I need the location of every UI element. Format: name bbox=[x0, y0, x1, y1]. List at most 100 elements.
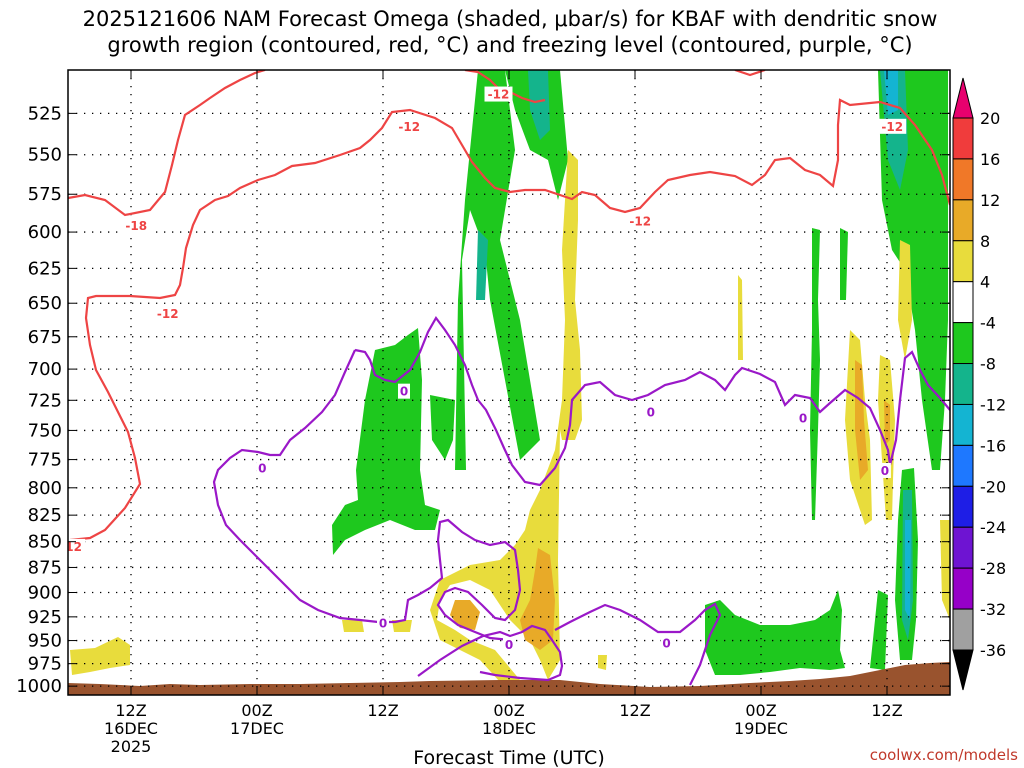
y-tick-label: 600 bbox=[28, 222, 62, 243]
omega-yellow-region bbox=[70, 637, 130, 675]
colorbar-label: -4 bbox=[980, 314, 996, 333]
snow-growth-contour bbox=[69, 98, 950, 542]
omega-green-region bbox=[705, 590, 845, 675]
x-tick-label: 12Z bbox=[871, 701, 902, 720]
omega-cyan-region bbox=[476, 230, 488, 300]
contour-label-freezing: 0 bbox=[647, 405, 655, 419]
colorbar-label: 20 bbox=[980, 109, 1000, 128]
y-tick-label: 950 bbox=[28, 631, 62, 652]
colorbar-swatch bbox=[952, 240, 974, 283]
x-tick-date: 17DEC bbox=[230, 719, 284, 738]
y-tick-label: 700 bbox=[28, 359, 62, 380]
omega-yellow-region bbox=[738, 275, 743, 360]
omega-blue-region bbox=[905, 520, 911, 620]
contour-label-snow_growth: -12 bbox=[157, 307, 179, 321]
y-tick-label: 825 bbox=[28, 505, 62, 526]
colorbar-label: -24 bbox=[980, 518, 1006, 537]
y-tick-label: 550 bbox=[28, 145, 62, 166]
colorbar-swatch bbox=[952, 526, 974, 569]
x-tick-label: 00Z bbox=[241, 701, 272, 720]
colorbar-swatch bbox=[952, 485, 974, 528]
contour-label-freezing: 0 bbox=[505, 638, 513, 652]
snow-growth-contour bbox=[68, 70, 266, 217]
omega-green-region bbox=[870, 590, 888, 670]
x-tick-date: 19DEC bbox=[734, 719, 788, 738]
omega-orange-region bbox=[450, 600, 480, 630]
y-tick-label: 875 bbox=[28, 557, 62, 578]
y-tick-label: 725 bbox=[28, 390, 62, 411]
omega-green-region bbox=[810, 228, 820, 520]
contour-label-bg bbox=[122, 218, 151, 234]
y-tick-label: 650 bbox=[28, 293, 62, 314]
freezing-contour bbox=[212, 349, 522, 642]
freezing-contour bbox=[354, 316, 950, 487]
snow-growth-contour bbox=[734, 70, 766, 77]
contour-label-bg bbox=[256, 460, 269, 476]
chart-title-line1: 2025121606 NAM Forecast Omega (shaded, μ… bbox=[83, 7, 938, 31]
contour-labels: -18 -12 -12 -12 -12 -12 -12 0 0 0 0 0 0 0 0 bbox=[68, 86, 907, 653]
omega-yellow-region bbox=[940, 520, 950, 620]
contour-label-snow_growth: -12 bbox=[488, 88, 510, 102]
contour-label-bg bbox=[395, 118, 424, 134]
y-tick-label: 675 bbox=[28, 327, 62, 348]
colorbar-label: -20 bbox=[980, 477, 1006, 496]
omega-orange-region bbox=[855, 360, 868, 480]
colorbar-label: 4 bbox=[980, 273, 990, 292]
omega-orange-region bbox=[520, 548, 555, 650]
colorbar-label: -36 bbox=[980, 641, 1006, 660]
colorbar-label: -16 bbox=[980, 436, 1006, 455]
colorbar-label: 8 bbox=[980, 232, 990, 251]
omega-green-region bbox=[332, 328, 440, 555]
y-axis: 525 550 575 600 625 650 675 700 725 750 775 800 825 8… bbox=[16, 103, 950, 697]
omega-yellow-region bbox=[392, 620, 412, 632]
y-tick-label: 1000 bbox=[16, 676, 62, 697]
contour-label-bg bbox=[398, 383, 410, 399]
colorbar-swatch bbox=[952, 281, 974, 324]
omega-yellow-region bbox=[342, 620, 364, 632]
contour-label-snow_growth: -12 bbox=[881, 120, 903, 134]
contour-label-bg bbox=[626, 213, 655, 229]
y-tick-label: 900 bbox=[28, 582, 62, 603]
colorbar-swatch bbox=[952, 403, 974, 446]
x-tick-label: 12Z bbox=[619, 701, 650, 720]
contour-label-bg bbox=[153, 306, 182, 322]
y-tick-label: 525 bbox=[28, 103, 62, 124]
omega-green-region bbox=[455, 70, 540, 470]
contour-label-freezing: 0 bbox=[400, 385, 408, 399]
y-tick-label: 575 bbox=[28, 184, 62, 205]
contour-label-bg bbox=[377, 615, 389, 631]
colorbar-swatch bbox=[952, 363, 974, 405]
x-tick-date: 18DEC bbox=[482, 719, 536, 738]
y-tick-label: 775 bbox=[28, 450, 62, 471]
x-axis-label: Forecast Time (UTC) bbox=[413, 747, 604, 768]
y-tick-label: 850 bbox=[28, 532, 62, 553]
freezing-contours bbox=[212, 316, 950, 686]
contour-label-snow_growth: -12 bbox=[629, 215, 651, 229]
contour-label-freezing: 0 bbox=[379, 617, 387, 631]
colorbar: 20 16 12 8 4 -4 -8 -12 -16 -20 -24 -28 -32 -36 bbox=[952, 77, 1006, 691]
plot-area: -18 -12 -12 -12 -12 -12 -12 0 0 0 0 0 0 0 0 bbox=[68, 70, 950, 695]
omega-yellow-region bbox=[898, 240, 912, 360]
y-tick-label: 925 bbox=[28, 607, 62, 628]
x-tick-label: 12Z bbox=[115, 701, 146, 720]
contour-label-bg bbox=[878, 462, 891, 478]
contour-label-freezing: 0 bbox=[799, 411, 807, 425]
contour-label-snow_growth: -18 bbox=[125, 219, 147, 233]
x-tick-date: 16DEC bbox=[104, 719, 158, 738]
colorbar-label: -12 bbox=[980, 395, 1006, 414]
terrain-fill bbox=[68, 662, 950, 695]
contour-label-bg bbox=[484, 86, 513, 102]
colorbar-bottom-triangle bbox=[952, 649, 974, 691]
omega-shading bbox=[70, 70, 950, 682]
colorbar-swatch bbox=[952, 322, 974, 365]
colorbar-swatch bbox=[952, 158, 974, 201]
colorbar-label: -32 bbox=[980, 600, 1006, 619]
freezing-contour bbox=[554, 602, 722, 686]
x-tick-year: 2025 bbox=[111, 737, 152, 756]
x-tick-label: 12Z bbox=[367, 701, 398, 720]
y-tick-label: 800 bbox=[28, 478, 62, 499]
contour-label-freezing: 0 bbox=[258, 462, 266, 476]
